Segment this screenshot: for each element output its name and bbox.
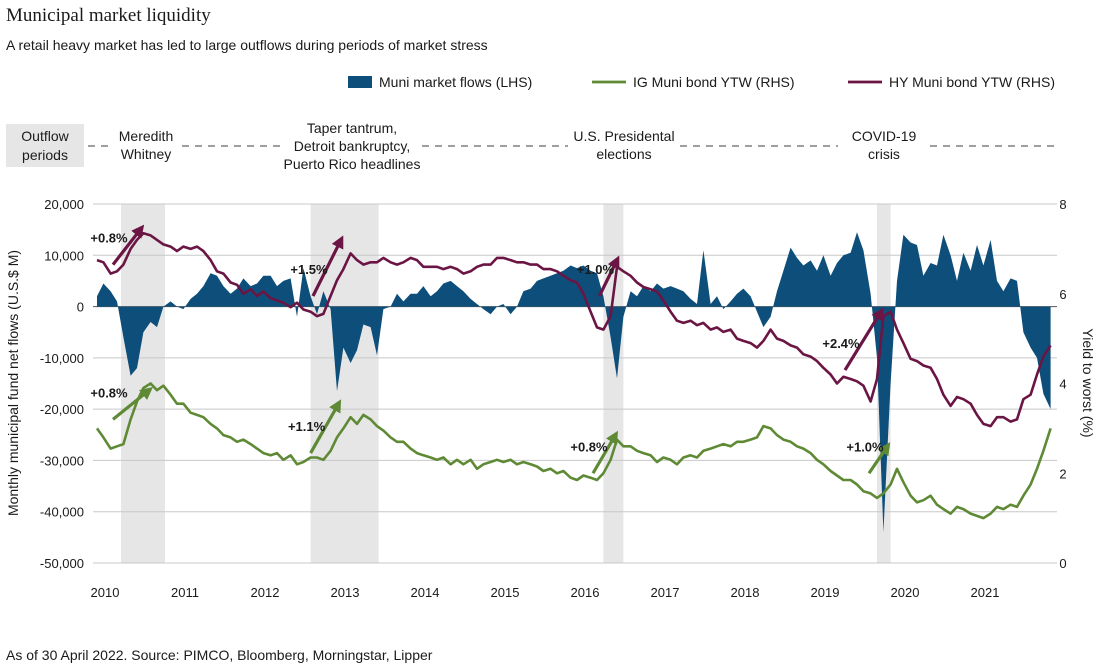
event-label-2: Puerto Rico headlines	[284, 156, 421, 172]
legend-label-ig: IG Muni bond YTW (RHS)	[633, 74, 795, 90]
annotation-arrow	[591, 430, 618, 475]
event-label-1: Whitney	[121, 146, 172, 162]
annotation-arrow	[597, 255, 620, 297]
legend: Muni market flows (LHS) IG Muni bond YTW …	[348, 74, 1055, 90]
series-ig-ytw	[95, 382, 1052, 520]
annotation-arrow	[309, 399, 342, 454]
event-label-2: Taper tantrum,	[307, 120, 397, 136]
x-tick-label: 2016	[571, 585, 600, 600]
legend-label-flows: Muni market flows (LHS)	[379, 74, 532, 90]
outflow-period-3	[603, 204, 624, 563]
x-tick-label: 2021	[971, 585, 1000, 600]
outflow-period-1	[121, 204, 165, 563]
x-tick-label: 2015	[491, 585, 520, 600]
event-label-4: COVID-19	[852, 128, 917, 144]
x-tick-label: 2012	[251, 585, 280, 600]
event-label-3: elections	[596, 146, 651, 162]
y2-tick-label: 2	[1059, 466, 1066, 481]
series-muni-flows	[97, 232, 1051, 533]
x-tick-label: 2011	[171, 585, 199, 600]
y-tick-label: 10,000	[44, 248, 84, 263]
y-tick-label: -30,000	[40, 453, 84, 468]
y2-tick-label: 4	[1059, 377, 1066, 392]
yield-lines	[95, 231, 1052, 520]
y-tick-label: -20,000	[40, 402, 84, 417]
y-tick-label: -10,000	[40, 351, 84, 366]
legend-label-hy: HY Muni bond YTW (RHS)	[889, 74, 1055, 90]
y-tick-label: -40,000	[40, 505, 84, 520]
outflow-period-2	[310, 204, 379, 563]
event-label-1: Meredith	[119, 128, 173, 144]
x-tick-label: 2010	[91, 585, 120, 600]
y-tick-label: 20,000	[44, 197, 84, 212]
outflow-label-line: Outflow	[21, 128, 69, 144]
annotation-label-4: +2.4%	[822, 336, 860, 351]
annotation-label-5: +0.8%	[90, 385, 128, 400]
chart: +0.8% +1.5% +1.0% +2.4% +0.8% +1.1% +0.8% +1.0%…	[5, 74, 1096, 600]
x-tick-label: 2014	[411, 585, 440, 600]
annotation-label-7: +0.8%	[570, 439, 608, 454]
annotation-label-1: +0.8%	[90, 231, 128, 246]
x-tick-label: 2017	[651, 585, 680, 600]
y2-tick-label: 6	[1059, 287, 1066, 302]
annotation-label-3: +1.0%	[577, 262, 615, 277]
axes: 20,000 10,000 0 -10,000 -20,000 -30,000 -40,00…	[5, 197, 1096, 600]
outflow-label-box	[6, 124, 84, 167]
annotation-label-6: +1.1%	[288, 419, 326, 434]
x-tick-label: 2019	[811, 585, 840, 600]
annotation-arrow	[843, 307, 884, 371]
annotation-arrow	[311, 235, 344, 297]
event-label-3: U.S. Presidental	[573, 128, 674, 144]
source-note: As of 30 April 2022. Source: PIMCO, Bloo…	[6, 647, 433, 663]
y-axis-title: Monthly municipal fund net flows (U.S.$ …	[5, 250, 21, 516]
series-hy-ytw	[96, 231, 1052, 428]
event-labels: Outflow periods Meredith Whitney Taper tantr…	[6, 120, 1055, 172]
annotation-arrow	[111, 224, 145, 266]
x-tick-label: 2020	[891, 585, 920, 600]
y2-axis-title: Yield to worst (%)	[1080, 328, 1096, 437]
y-tick-label: 0	[77, 300, 84, 315]
page-title: Municipal market liquidity	[6, 5, 211, 26]
page-subtitle: A retail heavy market has led to large o…	[6, 37, 488, 53]
x-tick-label: 2018	[731, 585, 760, 600]
event-label-4: crisis	[868, 146, 900, 162]
annotation-arrows: +0.8% +1.5% +1.0% +2.4% +0.8% +1.1% +0.8% +1.0%	[90, 224, 891, 475]
annotation-arrow	[867, 442, 891, 475]
y-tick-label: -50,000	[40, 556, 84, 571]
legend-swatch-flows	[348, 76, 372, 88]
x-tick-label: 2013	[331, 585, 360, 600]
outflow-label-line: periods	[22, 147, 68, 163]
event-label-2: Detroit bankruptcy,	[294, 138, 410, 154]
annotation-arrow	[111, 387, 153, 421]
flows-area	[97, 232, 1051, 533]
annotation-label-2: +1.5%	[290, 262, 328, 277]
y2-tick-label: 0	[1059, 556, 1066, 571]
y2-tick-label: 8	[1059, 197, 1066, 212]
annotation-label-8: +1.0%	[846, 439, 884, 454]
